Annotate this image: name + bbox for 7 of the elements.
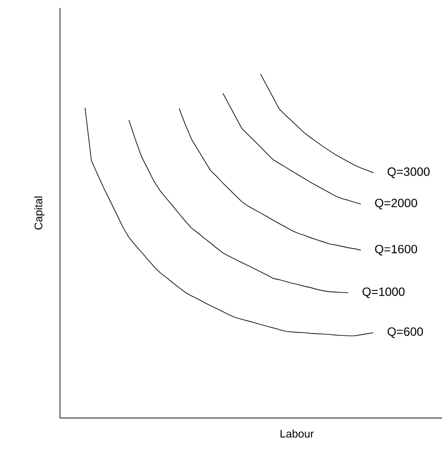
series-label: Q=1600	[374, 244, 417, 256]
series-label: Q=1000	[362, 287, 404, 298]
x-axis-title: Labour	[280, 430, 314, 438]
y-axis-title: Capital	[34, 196, 44, 230]
series-label: Q=3000	[387, 167, 430, 178]
series-label: Q=600	[387, 327, 423, 338]
series-label: Q=2000	[374, 198, 417, 210]
